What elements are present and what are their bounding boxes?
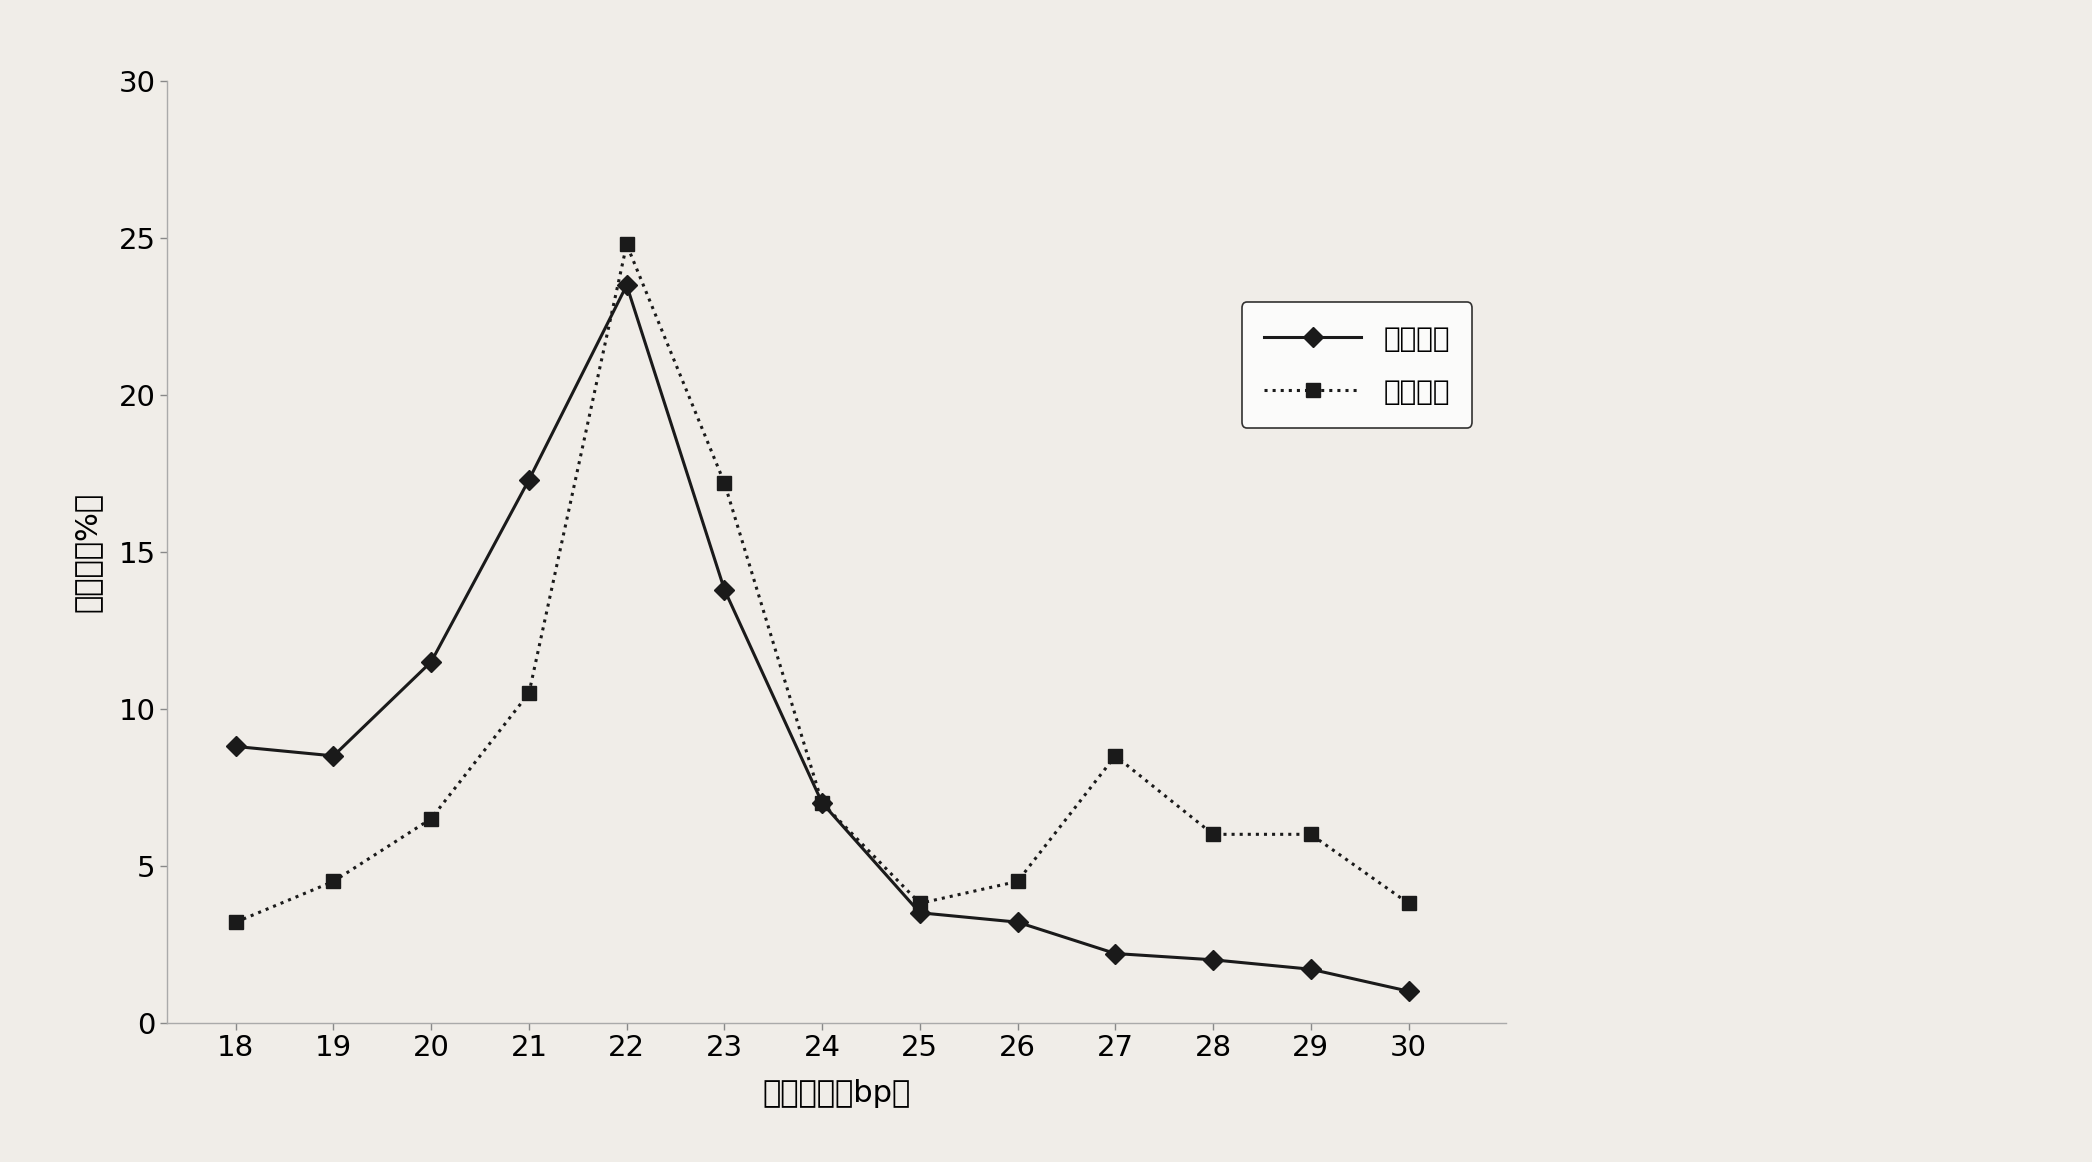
肺癌血清: [1004, 874, 1029, 888]
肺癌血清: [224, 916, 249, 930]
正常血清: [1299, 962, 1324, 976]
正常血清: [1395, 984, 1420, 998]
正常血清: [615, 278, 640, 292]
X-axis label: 片段长度（bp）: 片段长度（bp）: [764, 1079, 910, 1109]
正常血清: [1004, 916, 1029, 930]
肺癌血清: [517, 686, 542, 700]
Y-axis label: 百分比（%）: 百分比（%）: [73, 492, 103, 612]
肺癌血清: [615, 237, 640, 251]
肺癌血清: [1102, 749, 1128, 763]
正常血清: [1102, 947, 1128, 961]
肺癌血清: [320, 874, 345, 888]
正常血清: [711, 582, 736, 596]
肺癌血清: [908, 896, 933, 910]
正常血清: [320, 749, 345, 763]
正常血清: [1201, 953, 1226, 967]
正常血清: [810, 796, 835, 810]
Legend: 正常血清, 肺癌血清: 正常血清, 肺癌血清: [1243, 302, 1473, 428]
肺癌血清: [1201, 827, 1226, 841]
肺癌血清: [810, 796, 835, 810]
肺癌血清: [711, 476, 736, 490]
肺癌血清: [1299, 827, 1324, 841]
Line: 肺癌血清: 肺癌血清: [228, 237, 1416, 930]
正常血清: [517, 473, 542, 487]
正常血清: [908, 906, 933, 920]
Line: 正常血清: 正常血清: [228, 279, 1416, 998]
正常血清: [224, 739, 249, 753]
肺癌血清: [1395, 896, 1420, 910]
肺癌血清: [418, 811, 444, 825]
正常血清: [418, 655, 444, 669]
